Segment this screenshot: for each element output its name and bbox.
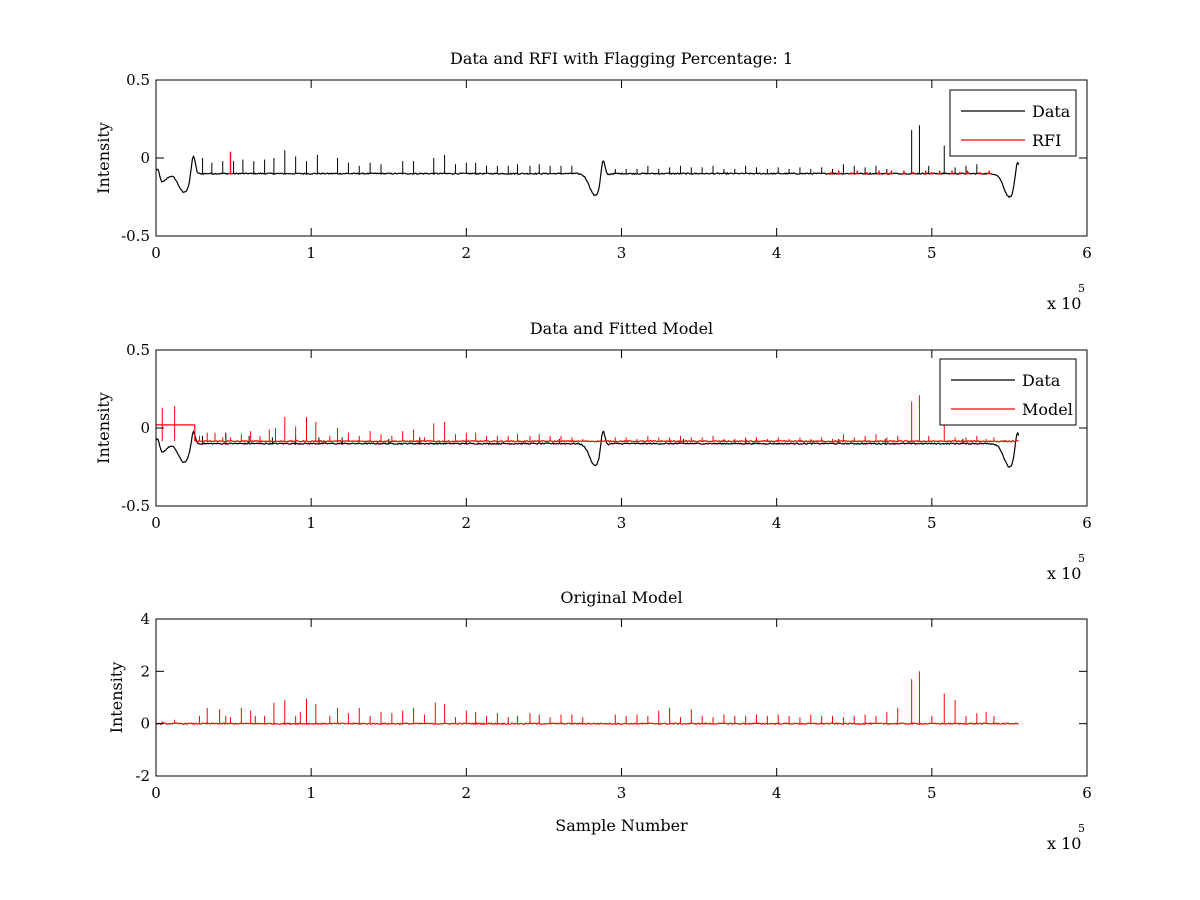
y-tick-label: 0 xyxy=(140,715,150,733)
series-rfi xyxy=(228,151,992,175)
legend-label-rfi: RFI xyxy=(1032,131,1061,150)
x-tick-label: 3 xyxy=(617,784,627,802)
legend-label-data: Data xyxy=(1032,102,1071,121)
y-axis-label: Intensity xyxy=(107,662,126,734)
series-line xyxy=(155,430,1020,468)
x-tick-label: 6 xyxy=(1082,514,1092,532)
plot-area xyxy=(155,79,1088,237)
y-tick-label: 0.5 xyxy=(126,71,150,89)
series-line xyxy=(155,722,1019,726)
series-model xyxy=(156,395,1019,443)
x-tick-label: 1 xyxy=(306,514,316,532)
plot-area xyxy=(155,618,1088,777)
x-tick-label: 4 xyxy=(772,514,782,532)
chart-title: Data and RFI with Flagging Percentage: 1 xyxy=(450,49,793,68)
x-tick-label: 2 xyxy=(462,784,472,802)
x-tick-label: 4 xyxy=(772,244,782,262)
y-tick-label: 2 xyxy=(140,662,150,680)
x-tick-label: 0 xyxy=(151,784,161,802)
legend-box xyxy=(949,89,1077,157)
y-tick-label: -0.5 xyxy=(121,497,150,515)
y-tick-label: -0.5 xyxy=(121,227,150,245)
x-tick-label: 0 xyxy=(151,514,161,532)
x-tick-label: 3 xyxy=(617,514,627,532)
x-exponent-power: 5 xyxy=(1078,822,1085,835)
legend: Data RFI xyxy=(949,89,1077,157)
y-tick-label: 4 xyxy=(140,610,150,628)
x-exponent-base: x 10 xyxy=(1047,564,1081,583)
y-axis-label: Intensity xyxy=(94,392,113,464)
series-model xyxy=(155,671,1019,726)
x-tick-label: 1 xyxy=(306,784,316,802)
chart-title: Original Model xyxy=(560,588,682,607)
x-axis-label: Sample Number xyxy=(555,816,688,835)
series-data xyxy=(155,125,1020,199)
x-tick-label: 3 xyxy=(617,244,627,262)
x-exponent-base: x 10 xyxy=(1047,834,1081,853)
x-tick-label: 2 xyxy=(462,514,472,532)
legend: Data Model xyxy=(939,358,1077,426)
legend-box xyxy=(939,358,1077,426)
series-line xyxy=(155,154,1020,199)
y-tick-label: 0 xyxy=(140,149,150,167)
x-tick-label: 5 xyxy=(927,514,937,532)
y-tick-label: 0 xyxy=(140,419,150,437)
y-tick-label: -2 xyxy=(135,767,150,785)
x-exponent-base: x 10 xyxy=(1047,294,1081,313)
x-tick-label: 0 xyxy=(151,244,161,262)
y-axis-label: Intensity xyxy=(94,122,113,194)
x-tick-label: 5 xyxy=(927,784,937,802)
series-line xyxy=(194,439,1019,443)
y-tick-label: 0.5 xyxy=(126,341,150,359)
x-tick-label: 2 xyxy=(462,244,472,262)
x-exponent-power: 5 xyxy=(1078,552,1085,565)
x-exponent-power: 5 xyxy=(1078,282,1085,295)
x-tick-label: 1 xyxy=(306,244,316,262)
x-tick-label: 4 xyxy=(772,784,782,802)
legend-label-model: Model xyxy=(1022,400,1073,419)
legend-label-data: Data xyxy=(1022,371,1061,390)
x-tick-label: 6 xyxy=(1082,784,1092,802)
x-tick-label: 6 xyxy=(1082,244,1092,262)
chart-title: Data and Fitted Model xyxy=(530,319,713,338)
x-tick-label: 5 xyxy=(927,244,937,262)
